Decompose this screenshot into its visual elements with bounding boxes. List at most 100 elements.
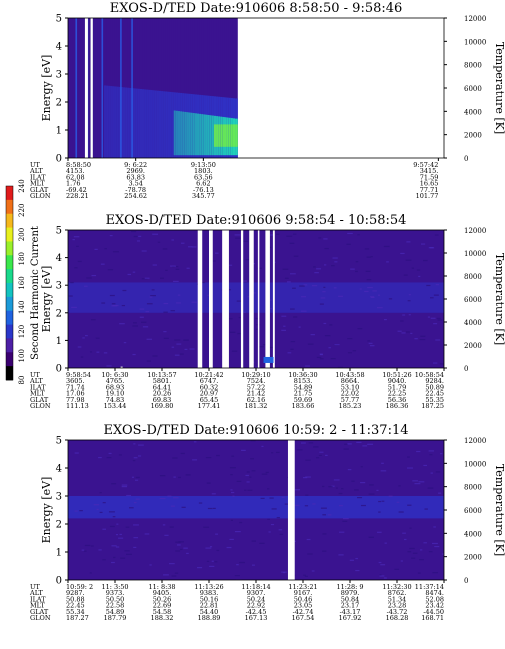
speckle — [163, 311, 168, 313]
speckle — [281, 315, 287, 317]
speckle — [346, 243, 351, 245]
speckle — [327, 514, 332, 516]
speckle — [121, 485, 128, 488]
colorbar-tick-label: 220 — [18, 204, 26, 217]
speckle — [84, 285, 88, 287]
speckle — [347, 352, 353, 354]
speckle — [287, 352, 292, 354]
speckle — [183, 547, 188, 549]
speckle — [209, 546, 213, 548]
orbit-cell: 22.69 — [153, 602, 172, 610]
speckle — [251, 564, 255, 566]
y-tick-label: 0 — [56, 576, 62, 587]
orbit-cell: -42.74 — [293, 608, 314, 616]
heat-column — [163, 18, 166, 158]
heat-bright — [209, 115, 213, 156]
speckle — [268, 230, 275, 232]
speckle — [386, 261, 389, 263]
heat-hot — [222, 124, 226, 147]
speckle — [137, 455, 142, 457]
orbit-cell: 62.08 — [66, 173, 85, 181]
orbit-cell: 9373. — [106, 589, 125, 597]
speckle — [246, 481, 250, 483]
orbit-row-label: MLT — [30, 602, 45, 610]
orbit-cell: 23.17 — [341, 602, 360, 610]
orbit-row-label: GLON — [30, 402, 51, 410]
speckle — [313, 446, 319, 448]
speckle — [407, 504, 412, 506]
heat-band — [161, 91, 164, 158]
speckle — [342, 520, 348, 522]
speckle — [290, 348, 294, 350]
orbit-cell: 6747. — [200, 377, 219, 385]
speckle — [213, 507, 216, 510]
orbit-cell: 9167. — [294, 589, 313, 597]
speckle — [144, 277, 150, 279]
speckle — [89, 351, 93, 353]
speckle — [407, 456, 410, 458]
speckle — [133, 322, 137, 324]
heat-column — [89, 18, 92, 158]
speckle — [132, 353, 136, 356]
speckle — [290, 341, 296, 343]
colorbar-tick-label: 100 — [18, 349, 26, 362]
speckle — [290, 308, 295, 310]
heat-column — [158, 18, 162, 158]
speckle — [304, 505, 309, 507]
heat-column — [203, 18, 207, 158]
speckle — [98, 549, 102, 551]
colorbar-segment — [6, 324, 13, 339]
orbit-cell: 187.79 — [104, 614, 127, 622]
heat-column — [82, 18, 86, 158]
speckle — [133, 537, 139, 539]
speckle — [178, 476, 181, 479]
speckle — [215, 533, 218, 535]
orbit-cell: 23.42 — [425, 602, 444, 610]
orbit-cell: 64.41 — [153, 383, 172, 391]
orbit-cell: 11:18:14 — [241, 583, 270, 591]
speckle — [381, 500, 385, 502]
speckle — [423, 464, 428, 467]
orbit-cell: 22.45 — [66, 602, 85, 610]
speckle — [384, 542, 387, 544]
orbit-cell: 8153. — [294, 377, 313, 385]
y2-tick-label: 6000 — [464, 507, 482, 515]
speckle — [138, 444, 144, 446]
speckle — [231, 350, 238, 352]
speckle — [113, 556, 116, 559]
heat-bright — [175, 110, 179, 156]
speckle — [112, 516, 116, 518]
colorbar: 80 100 120 140 160 180 200 220 240 Second Harmoni… — [5, 179, 41, 384]
speckle — [207, 507, 213, 510]
speckle — [131, 230, 137, 233]
panel-2: EXOS-D/TED Date:910606 9:58:54 - 10:58:5… — [29, 213, 505, 410]
speckle — [286, 235, 293, 237]
y-axis-label: Energy [eV] — [40, 266, 53, 333]
heat-spot — [120, 366, 123, 368]
speckle — [152, 355, 158, 357]
speckle — [261, 445, 264, 448]
speckle — [320, 297, 326, 299]
speckle — [227, 318, 233, 320]
speckle — [255, 328, 258, 330]
speckle — [241, 449, 246, 452]
orbit-row-label: GLON — [30, 192, 51, 200]
y-tick-label: 2 — [56, 520, 62, 531]
colorbar-segment — [6, 213, 13, 228]
speckle — [430, 297, 434, 299]
speckle — [357, 234, 360, 236]
colorbar-tick-label: 180 — [18, 252, 26, 265]
speckle — [82, 337, 85, 339]
data-gap — [249, 230, 254, 368]
speckle — [412, 480, 418, 482]
speckle — [246, 471, 250, 473]
speckle — [329, 324, 333, 326]
colorbar-segment — [6, 269, 13, 284]
speckle — [72, 239, 75, 241]
speckle — [269, 234, 274, 236]
speckle — [364, 290, 369, 293]
heat-column — [135, 18, 139, 158]
heat-band — [116, 86, 120, 158]
speckle — [322, 514, 326, 516]
heat-band — [108, 85, 111, 158]
